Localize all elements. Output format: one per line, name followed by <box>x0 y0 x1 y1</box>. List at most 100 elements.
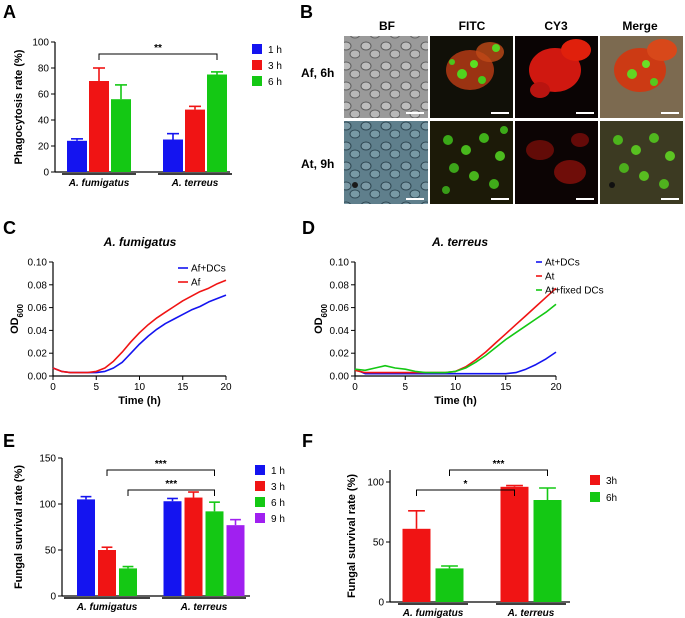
micrograph-af-fitc <box>430 36 513 118</box>
y-tick-label: 40 <box>38 116 50 127</box>
y-tick-label: 0.10 <box>330 258 350 269</box>
category-label: A. terreus <box>507 608 555 618</box>
y-tick-label: 0.02 <box>330 349 350 360</box>
y-tick-label: 0 <box>378 598 384 609</box>
y-tick-label: 0.04 <box>28 326 48 337</box>
series-line <box>52 279 227 374</box>
bar <box>77 499 95 596</box>
series-line <box>354 351 557 375</box>
bar <box>435 568 464 602</box>
category-label: A. terreus <box>171 178 219 189</box>
y-axis-title-subscript: 600 <box>16 304 25 318</box>
legend-label: At+DCs <box>545 258 580 269</box>
bar <box>111 99 131 172</box>
col-header-cy3: CY3 <box>544 19 568 33</box>
bar <box>205 511 224 596</box>
x-tick-label: 0 <box>50 382 56 393</box>
x-tick-label: 5 <box>402 382 408 393</box>
survival-rate-bar-chart-e: 0 50 100 150 Fungal survival rate (%) A. fumi… <box>13 454 285 614</box>
legend-swatch <box>255 513 265 523</box>
significance-label: * <box>464 479 468 490</box>
y-tick-label: 60 <box>38 90 50 101</box>
y-axis-title: Phagocytosis rate (%) <box>13 49 25 164</box>
bar <box>184 497 203 596</box>
at-growth-line-chart: A. terreus 0.00 0.02 0.04 0.06 0.08 0.10 OD600 0… <box>313 235 604 407</box>
significance-bracket <box>449 469 548 476</box>
micrograph-at-merge <box>600 121 683 204</box>
legend-swatch <box>255 497 265 507</box>
legend-swatch <box>252 44 262 54</box>
legend-label: 9 h <box>271 514 285 525</box>
y-tick-label: 0 <box>43 168 49 179</box>
row-label-af: Af, 6h <box>301 66 334 80</box>
bar <box>226 525 245 596</box>
category-label: A. terreus <box>180 602 228 613</box>
legend-label: 3h <box>606 476 617 487</box>
bar <box>119 568 137 596</box>
panel-label-b: B <box>300 2 313 22</box>
legend-swatch <box>252 76 262 86</box>
row-label-at: At, 9h <box>301 157 334 171</box>
y-axis-title-subscript: 600 <box>320 304 329 318</box>
significance-bracket <box>98 53 218 60</box>
col-header-merge: Merge <box>622 19 658 33</box>
y-axis-title: OD600 <box>9 304 25 334</box>
y-tick-label: 0.04 <box>330 326 350 337</box>
y-tick-label: 80 <box>38 64 50 75</box>
legend-label: Af <box>191 278 201 289</box>
legend-label: 3 h <box>268 61 282 72</box>
series-line <box>354 303 557 374</box>
bar <box>67 140 87 172</box>
legend-label: At+fixed DCs <box>545 286 604 297</box>
x-axis-title: Time (h) <box>118 395 161 407</box>
panel-label-f: F <box>302 431 313 451</box>
y-tick-label: 0.06 <box>28 303 48 314</box>
y-axis-title: Fungal survival rate (%) <box>346 474 358 598</box>
significance-label: *** <box>155 459 167 470</box>
bar <box>163 501 182 596</box>
panel-label-a: A <box>3 2 16 22</box>
x-tick-label: 10 <box>450 382 462 393</box>
y-axis-title: Fungal survival rate (%) <box>13 465 25 589</box>
micrograph-af-bf <box>344 36 428 118</box>
x-tick-label: 15 <box>500 382 512 393</box>
y-tick-label: 100 <box>32 38 49 49</box>
legend-label: 6h <box>606 493 617 504</box>
panel-label-d: D <box>302 218 315 238</box>
bar <box>402 528 431 602</box>
series-line <box>354 287 557 374</box>
chart-title: A. terreus <box>431 235 488 249</box>
bar <box>185 109 205 172</box>
legend-label: 1 h <box>268 45 282 56</box>
bar <box>500 486 529 602</box>
legend-swatch <box>590 475 600 485</box>
micrograph-at-fitc <box>430 121 513 204</box>
y-tick-label: 0.10 <box>28 258 48 269</box>
legend-label: 3 h <box>271 482 285 493</box>
chart-title: A. fumigatus <box>103 235 177 249</box>
micrograph-af-merge <box>600 36 683 118</box>
legend-label: 1 h <box>271 466 285 477</box>
y-tick-label: 50 <box>45 546 57 557</box>
y-tick-label: 100 <box>39 500 56 511</box>
af-growth-line-chart: A. fumigatus 0.00 0.02 0.04 0.06 0.08 0.10 OD60… <box>9 235 232 407</box>
y-tick-label: 0.00 <box>330 372 350 383</box>
bar <box>533 500 562 602</box>
legend-swatch <box>590 492 600 502</box>
bar <box>98 550 116 596</box>
col-header-bf: BF <box>379 19 395 33</box>
micrograph-at-bf <box>344 121 428 204</box>
legend-swatch <box>255 481 265 491</box>
y-tick-label: 0.08 <box>28 280 48 291</box>
x-tick-label: 15 <box>177 382 189 393</box>
y-tick-label: 50 <box>373 538 385 549</box>
x-tick-label: 10 <box>134 382 146 393</box>
bar <box>89 81 109 172</box>
survival-rate-bar-chart-f: 0 50 100 Fungal survival rate (%) A. fumigat… <box>346 459 617 618</box>
legend-label: 6 h <box>271 498 285 509</box>
micrograph-af-cy3 <box>515 36 598 118</box>
col-header-fitc: FITC <box>459 19 486 33</box>
panel-label-c: C <box>3 218 16 238</box>
significance-bracket <box>416 489 515 496</box>
